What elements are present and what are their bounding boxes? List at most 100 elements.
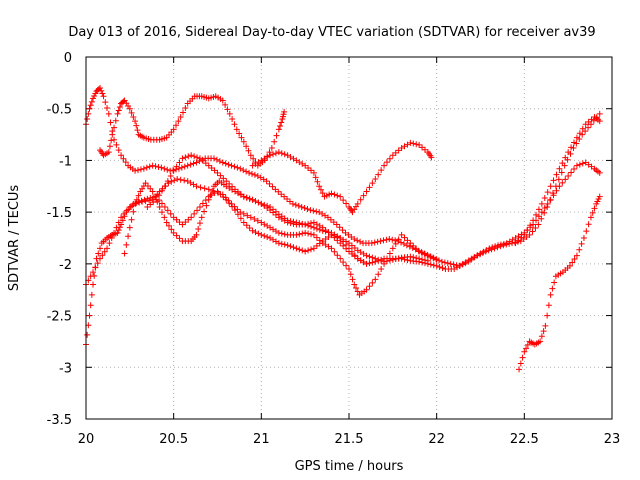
data-point-marker: [220, 193, 227, 200]
data-point-marker: [339, 227, 346, 234]
data-point-marker: [252, 198, 259, 205]
data-point-marker: [175, 118, 182, 125]
data-point-marker: [424, 257, 431, 264]
data-point-marker: [430, 254, 437, 261]
data-point-marker: [119, 217, 126, 224]
data-point-marker: [246, 169, 253, 176]
data-point-marker: [219, 97, 226, 104]
data-point-marker: [86, 312, 93, 319]
data-point-marker: [413, 254, 420, 261]
x-tick-labels: 20 20.5 21 21.5 22 22.5 23: [78, 432, 621, 447]
data-point-marker: [428, 154, 435, 161]
data-point-marker: [331, 234, 338, 241]
data-point-marker: [538, 200, 545, 207]
data-point-marker: [459, 261, 466, 268]
data-point-marker: [313, 208, 320, 215]
data-point-marker: [386, 155, 393, 162]
data-point-marker: [383, 159, 390, 166]
data-point-marker: [181, 163, 188, 170]
data-point-marker: [191, 153, 198, 160]
y-tick-label: 0: [64, 51, 72, 66]
data-point-marker: [196, 220, 203, 227]
data-point-marker: [168, 178, 175, 185]
data-point-marker: [278, 230, 285, 237]
data-point-marker: [251, 216, 258, 223]
data-point-marker: [436, 263, 443, 270]
data-point-marker: [441, 259, 448, 266]
data-point-marker: [558, 169, 565, 176]
data-point-marker: [409, 244, 416, 251]
data-point-marker: [538, 333, 545, 340]
data-point-marker: [453, 262, 460, 269]
data-point-marker: [245, 147, 252, 154]
data-point-marker: [569, 259, 576, 266]
data-point-marker: [275, 126, 282, 133]
data-point-marker: [346, 266, 352, 273]
data-point-marker: [293, 245, 300, 252]
series-arc-2: [83, 159, 603, 288]
data-point-marker: [161, 214, 168, 221]
data-point-marker: [363, 252, 370, 259]
data-point-marker: [427, 253, 434, 260]
data-point-marker: [312, 174, 319, 181]
data-point-marker: [271, 138, 278, 145]
data-point-marker: [266, 149, 273, 156]
data-point-marker: [549, 190, 556, 197]
data-point-marker: [132, 200, 139, 207]
data-point-marker: [403, 242, 410, 249]
data-point-marker: [511, 239, 518, 246]
data-point-marker: [372, 176, 379, 183]
data-point-marker: [372, 255, 379, 262]
data-point-marker: [488, 246, 495, 253]
data-point-marker: [229, 203, 236, 210]
data-point-marker: [161, 183, 168, 190]
data-point-marker: [375, 171, 382, 178]
data-point-marker: [113, 141, 120, 148]
data-point-marker: [84, 331, 91, 338]
data-point-marker: [243, 222, 250, 229]
data-point-marker: [482, 248, 489, 255]
data-point-marker: [302, 248, 309, 255]
data-point-marker: [240, 167, 247, 174]
data-point-marker: [234, 211, 241, 218]
data-point-marker: [161, 165, 168, 172]
data-point-marker: [261, 232, 268, 239]
data-point-marker: [237, 165, 244, 172]
data-point-marker: [580, 235, 587, 241]
data-point-marker: [249, 227, 256, 234]
data-point-marker: [163, 219, 170, 226]
data-point-marker: [418, 249, 425, 256]
data-point-marker: [97, 255, 104, 262]
data-point-marker: [275, 229, 282, 236]
data-point-marker: [407, 240, 414, 247]
y-tick-labels: 0 -0.5 -1 -1.5 -2 -2.5 -3 -3.5: [47, 51, 72, 428]
data-point-marker: [135, 167, 142, 174]
data-point-marker: [173, 122, 180, 129]
data-point-marker: [305, 220, 312, 227]
data-point-marker: [153, 196, 160, 203]
data-point-marker: [298, 203, 305, 210]
data-point-marker: [421, 250, 428, 257]
data-point-marker: [375, 256, 382, 263]
data-point-marker: [296, 246, 303, 253]
data-point-marker: [401, 234, 408, 241]
data-point-marker: [290, 244, 297, 251]
data-point-marker: [210, 155, 217, 162]
data-point-marker: [547, 197, 554, 204]
data-point-marker: [284, 242, 291, 249]
data-point-marker: [537, 338, 544, 345]
data-point-marker: [529, 228, 536, 235]
data-point-marker: [491, 245, 498, 252]
data-point-marker: [380, 237, 387, 244]
data-markers: [83, 85, 603, 373]
data-point-marker: [310, 169, 317, 176]
data-point-marker: [149, 188, 156, 195]
data-point-marker: [579, 125, 586, 132]
data-point-marker: [541, 195, 548, 202]
data-point-marker: [544, 203, 551, 210]
data-point-marker: [88, 291, 95, 298]
data-point-marker: [456, 262, 463, 269]
data-point-marker: [347, 271, 354, 278]
data-point-marker: [100, 93, 107, 100]
data-point-marker: [340, 242, 347, 249]
